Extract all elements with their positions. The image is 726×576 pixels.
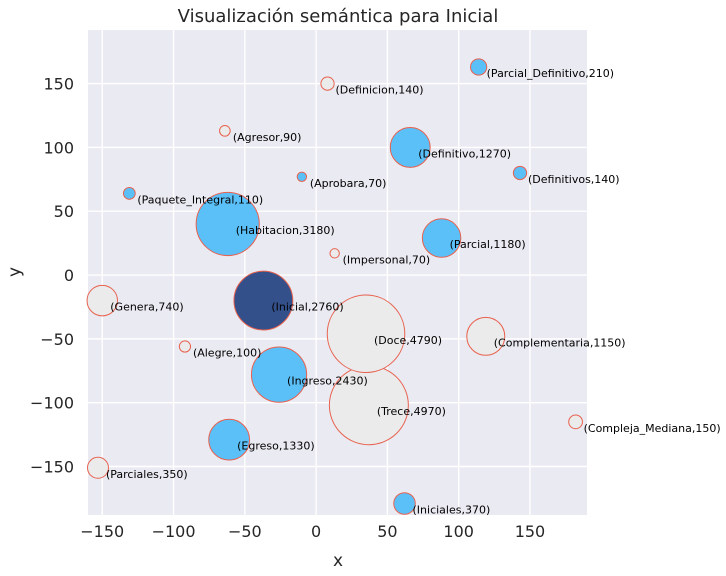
x-tick-label: −100 xyxy=(152,522,196,541)
data-label: (Impersonal,70) xyxy=(343,253,431,266)
data-label: (Egreso,1330) xyxy=(237,440,315,453)
grid-lines xyxy=(88,30,587,515)
data-point xyxy=(219,125,231,137)
data-label: (Doce,4790) xyxy=(374,334,442,347)
data-point xyxy=(86,284,118,317)
x-tick-label: 0 xyxy=(311,522,321,541)
data-point xyxy=(195,191,260,257)
y-tick-label: 150 xyxy=(43,75,74,94)
x-tick-labels: −150 −100 −50 0 50 100 150 xyxy=(80,522,545,541)
data-label: (Inicial,2760) xyxy=(271,301,343,314)
x-tick-label: −50 xyxy=(228,522,262,541)
data-label: (Compleja_Mediana,150) xyxy=(584,422,721,435)
data-point xyxy=(122,186,136,200)
data-point xyxy=(470,58,488,76)
y-tick-labels: −150 −100 −50 0 50 100 150 xyxy=(30,75,74,477)
y-tick-label: −50 xyxy=(40,330,74,349)
data-label: (Parciales,350) xyxy=(106,468,188,481)
chart-title: Visualización semántica para Inicial xyxy=(178,6,499,27)
data-label: (Parcial,1180) xyxy=(450,238,526,251)
y-axis-label: y xyxy=(5,267,25,277)
x-tick-label: 50 xyxy=(377,522,397,541)
x-tick-label: 100 xyxy=(443,522,474,541)
data-label: (Habitacion,3180) xyxy=(236,224,335,237)
data-point xyxy=(233,270,294,331)
data-label: (Definitivos,140) xyxy=(528,173,620,186)
y-tick-label: 0 xyxy=(64,266,74,285)
data-point xyxy=(178,340,192,353)
y-tick-label: −150 xyxy=(30,458,74,477)
data-label: (Iniciales,370) xyxy=(413,504,491,517)
data-point xyxy=(421,218,462,258)
data-label: (Alegre,100) xyxy=(193,347,261,360)
data-label: (Ingreso,2430) xyxy=(287,375,368,388)
data-point xyxy=(512,165,528,181)
plot-area xyxy=(88,30,587,515)
y-tick-label: 100 xyxy=(43,138,74,157)
data-labels: (Parcial_Definitivo,210) (Definicion,140)… xyxy=(106,67,721,517)
data-label: (Complementaria,1150) xyxy=(494,336,626,349)
data-point xyxy=(389,126,431,168)
data-label: (Aprobara,70) xyxy=(310,177,387,190)
data-point xyxy=(296,171,308,182)
x-tick-label: 150 xyxy=(515,522,546,541)
data-point xyxy=(329,248,340,259)
data-label: (Agresor,90) xyxy=(233,131,302,144)
data-point xyxy=(320,76,335,91)
data-label: (Paquete_Integral,110) xyxy=(137,193,263,206)
data-point xyxy=(466,316,506,356)
y-tick-label: −100 xyxy=(30,394,74,413)
data-label: (Trece,4970) xyxy=(377,405,446,418)
data-label: (Definitivo,1270) xyxy=(418,147,511,160)
data-point xyxy=(87,456,109,479)
data-point xyxy=(250,346,308,403)
data-point xyxy=(568,414,583,430)
y-tick-label: 50 xyxy=(54,202,74,221)
data-label: (Genera,740) xyxy=(110,301,183,314)
data-point xyxy=(393,492,416,515)
data-point xyxy=(208,418,251,461)
x-tick-label: −150 xyxy=(80,522,124,541)
data-point xyxy=(326,294,406,374)
x-axis-label: x xyxy=(333,551,343,571)
data-label: (Parcial_Definitivo,210) xyxy=(487,67,614,80)
data-label: (Definicion,140) xyxy=(336,84,424,97)
data-points xyxy=(86,58,583,515)
